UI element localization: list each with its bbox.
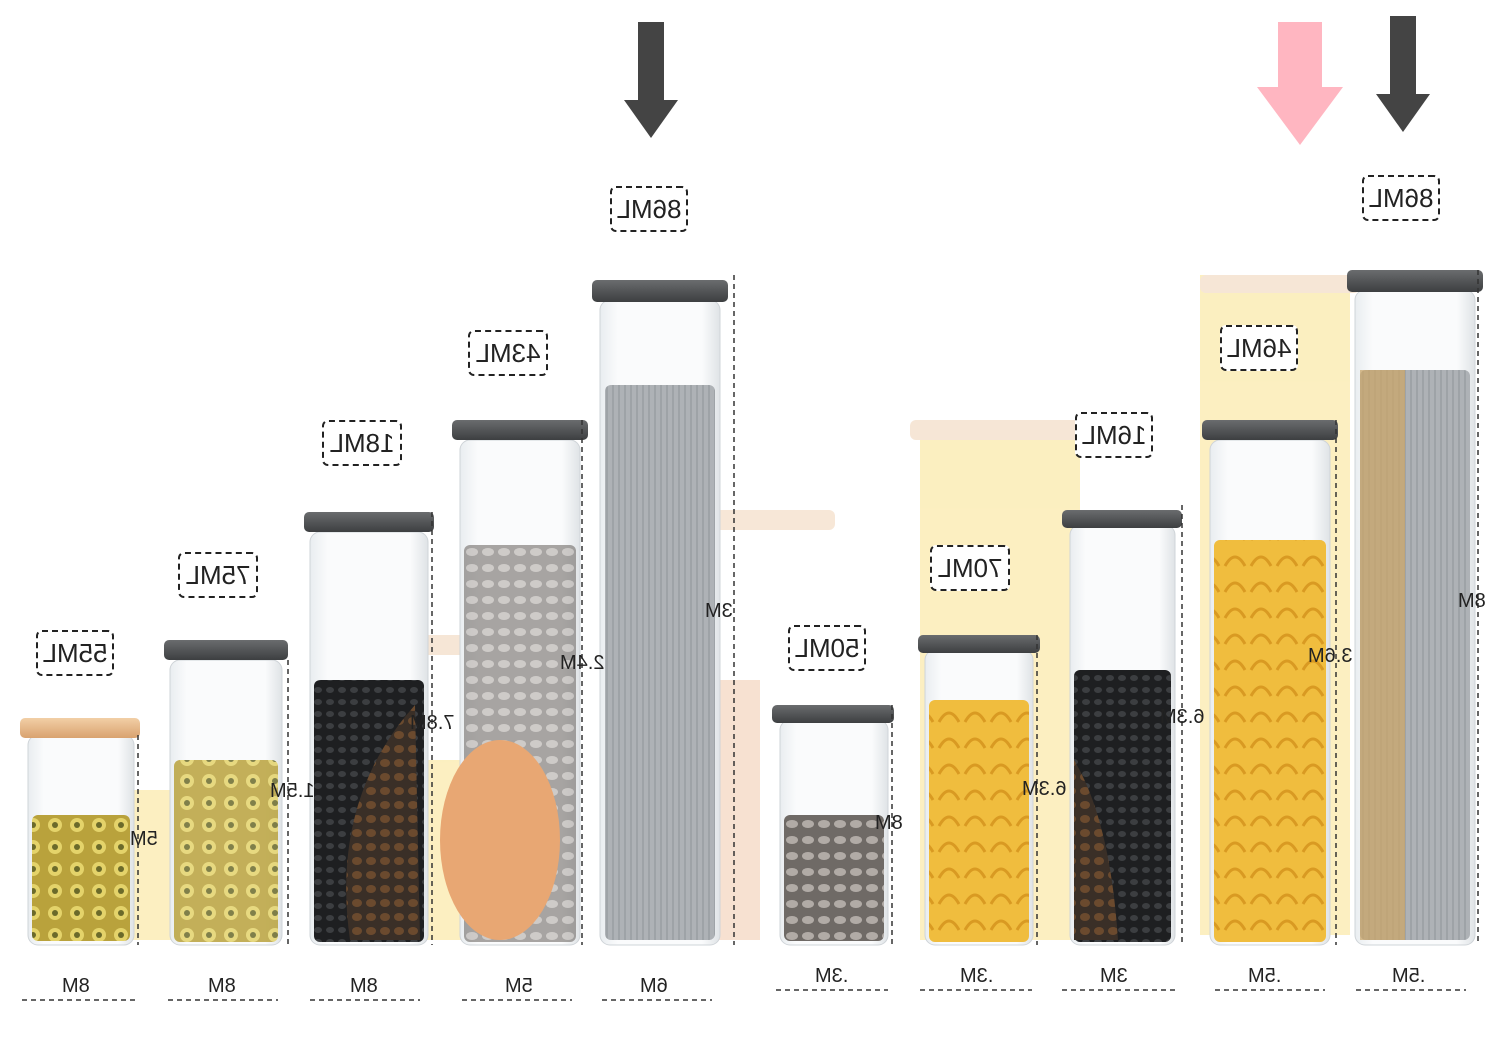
height-label: 8M — [1458, 590, 1486, 612]
width-dimension-lines — [22, 989, 1466, 1001]
jar-5 — [592, 280, 728, 946]
capacity-label: 86ML — [1362, 175, 1440, 221]
capacity-label: 86ML — [610, 186, 688, 232]
capacity-label: 18ML — [322, 420, 402, 466]
jar-3 — [304, 512, 434, 946]
height-label: 6.3M — [1160, 706, 1205, 728]
jar-1 — [20, 718, 140, 946]
capacity-label: 16ML — [1075, 412, 1153, 458]
height-label: 7.8M — [410, 712, 455, 734]
width-label: 3M — [1100, 965, 1128, 987]
jar-10 — [1347, 270, 1483, 946]
width-label: .3M — [960, 965, 994, 987]
height-label: 5M — [130, 828, 158, 850]
width-label: 6M — [640, 975, 668, 997]
height-label: 2.4M — [560, 652, 605, 674]
capacity-label: 43ML — [468, 330, 548, 376]
capacity-label: 46ML — [1220, 325, 1298, 371]
height-label: 8M — [875, 812, 903, 834]
capacity-label: 50ML — [788, 625, 866, 671]
jar-7 — [918, 635, 1040, 946]
width-label: 8M — [62, 975, 90, 997]
down-arrow-icon — [1376, 16, 1430, 132]
width-label: 5M — [505, 975, 533, 997]
height-label: 3.6M — [1308, 645, 1353, 667]
width-label: .5M — [1392, 965, 1426, 987]
width-label: 8M — [208, 975, 236, 997]
capacity-label: 75ML — [178, 552, 258, 598]
jar-2 — [164, 640, 288, 946]
width-label: 8M — [350, 975, 378, 997]
height-dimension-lines — [137, 270, 1479, 945]
capacity-label: 70ML — [930, 545, 1010, 591]
down-arrow-icon — [624, 22, 678, 138]
width-label: .3M — [815, 965, 849, 987]
down-arrow-icon — [1257, 22, 1343, 145]
width-label: .5M — [1248, 965, 1282, 987]
capacity-label: 55ML — [36, 630, 114, 676]
jar-8 — [1062, 510, 1182, 946]
jar-9 — [1202, 420, 1338, 946]
height-label: 3M — [705, 600, 733, 622]
height-label: 6.3M — [1022, 778, 1067, 800]
jar-4 — [440, 420, 588, 946]
height-label: 1.5M — [270, 780, 315, 802]
jar-6 — [772, 705, 894, 946]
